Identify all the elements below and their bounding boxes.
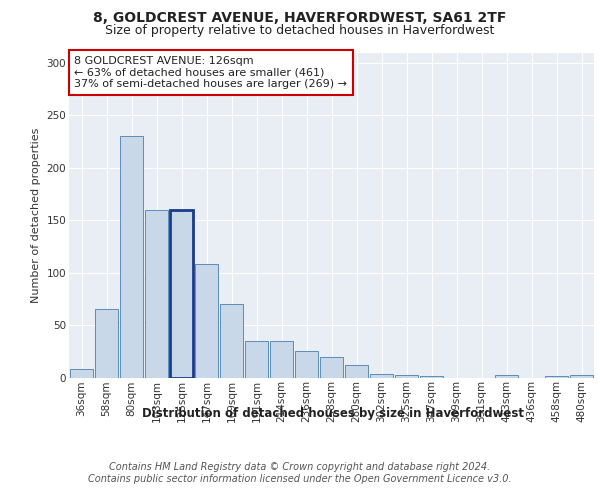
Bar <box>370 374 393 378</box>
Bar <box>420 376 443 378</box>
Bar <box>270 341 293 378</box>
Y-axis label: Number of detached properties: Number of detached properties <box>31 128 41 302</box>
Bar <box>220 304 243 378</box>
Bar <box>320 356 343 378</box>
Bar <box>120 136 143 378</box>
Bar <box>495 376 518 378</box>
Bar <box>395 376 418 378</box>
Bar <box>95 310 118 378</box>
Text: Distribution of detached houses by size in Haverfordwest: Distribution of detached houses by size … <box>142 408 524 420</box>
Bar <box>545 376 568 378</box>
Text: Size of property relative to detached houses in Haverfordwest: Size of property relative to detached ho… <box>106 24 494 37</box>
Text: 8 GOLDCREST AVENUE: 126sqm
← 63% of detached houses are smaller (461)
37% of sem: 8 GOLDCREST AVENUE: 126sqm ← 63% of deta… <box>74 56 347 89</box>
Text: 8, GOLDCREST AVENUE, HAVERFORDWEST, SA61 2TF: 8, GOLDCREST AVENUE, HAVERFORDWEST, SA61… <box>94 12 506 26</box>
Text: Contains HM Land Registry data © Crown copyright and database right 2024.
Contai: Contains HM Land Registry data © Crown c… <box>88 462 512 484</box>
Bar <box>295 352 318 378</box>
Bar <box>145 210 168 378</box>
Bar <box>195 264 218 378</box>
Bar <box>70 369 93 378</box>
Bar <box>170 210 193 378</box>
Bar <box>245 341 268 378</box>
Bar <box>345 365 368 378</box>
Bar <box>570 376 593 378</box>
